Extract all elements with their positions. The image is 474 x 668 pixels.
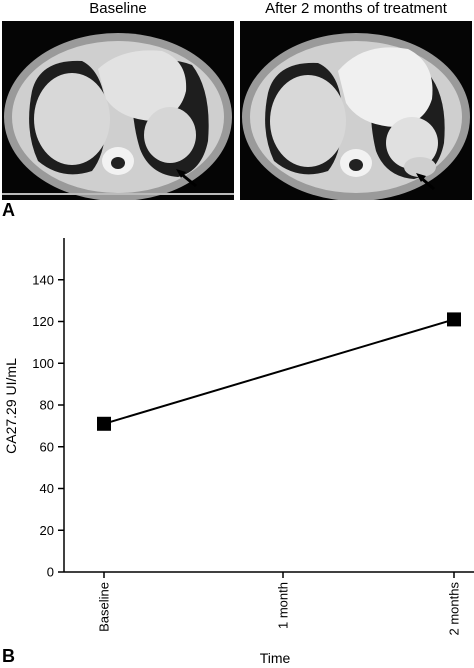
y-tick-label: 120 [32, 314, 54, 329]
ct-scan-after-treatment [240, 21, 472, 200]
ct-scan-after-treatment-image [240, 21, 472, 200]
y-axis: 0 20 40 60 80 100 120 140 [32, 238, 65, 580]
x-axis: Baseline 1 month 2 months [64, 571, 474, 636]
ct-scan-baseline [2, 21, 234, 200]
x-axis-label: Time [260, 650, 291, 666]
data-point-marker [447, 312, 461, 327]
y-tick-label: 0 [47, 565, 54, 580]
y-tick-label: 80 [40, 398, 54, 413]
y-tick-label: 100 [32, 356, 54, 371]
x-tick-label: 1 month [276, 582, 291, 629]
data-point-marker [97, 416, 111, 431]
y-tick-label: 40 [40, 481, 54, 496]
x-tick-label: Baseline [97, 582, 112, 632]
y-axis-label: CA27.29 UI/mL [3, 358, 19, 454]
ct-scan-baseline-image [2, 21, 234, 200]
y-tick-label: 20 [40, 523, 54, 538]
y-tick-label: 140 [32, 272, 54, 287]
panel-label-b: B [2, 646, 15, 666]
baseline-title: Baseline [89, 0, 147, 17]
after-treatment-title: After 2 months of treatment [265, 0, 447, 17]
series-line [103, 318, 455, 425]
x-tick-label: 2 months [447, 582, 462, 636]
panel-label-a: A [2, 200, 15, 220]
y-tick-label: 60 [40, 439, 54, 454]
series-ca2729 [97, 312, 461, 431]
